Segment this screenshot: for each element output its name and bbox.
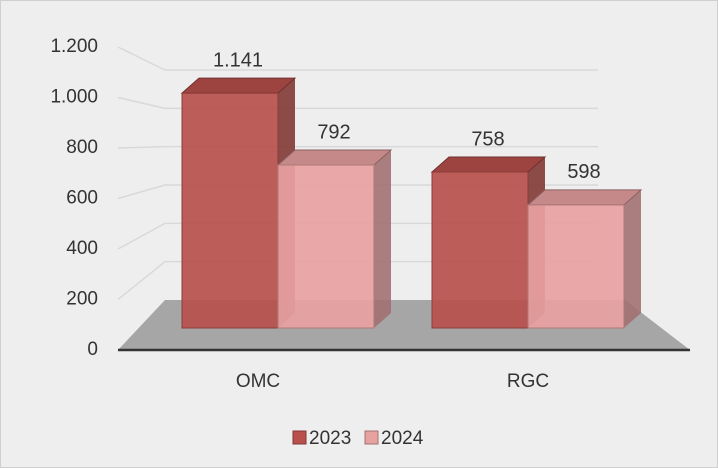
data-label: 598 — [567, 161, 600, 183]
y-tick-label: 1.000 — [50, 87, 98, 108]
x-tick-label: OMC — [236, 371, 280, 392]
data-label: 1.141 — [213, 49, 263, 71]
bar — [181, 92, 279, 329]
grid-line — [117, 145, 166, 149]
y-tick-label: 400 — [66, 238, 98, 259]
grid-line — [117, 261, 166, 301]
y-tick-label: 1.200 — [50, 36, 98, 57]
y-tick-label: 200 — [66, 289, 98, 310]
y-tick-label: 600 — [66, 188, 98, 209]
legend-label: 2023 — [309, 428, 351, 449]
grid-line — [117, 184, 166, 200]
legend-swatch — [292, 430, 307, 445]
bar-side — [374, 149, 391, 328]
grid-line — [117, 96, 166, 110]
bar-side — [624, 189, 641, 328]
y-tick-label: 0 — [87, 339, 98, 360]
grid-line — [117, 46, 166, 71]
bar-top — [276, 149, 393, 166]
grid-line — [117, 222, 166, 250]
y-tick-label: 800 — [66, 137, 98, 158]
bar — [431, 171, 529, 329]
data-label: 792 — [317, 121, 350, 143]
bar-top — [526, 189, 643, 206]
bar — [277, 164, 375, 329]
x-tick-label: RGC — [507, 371, 549, 392]
data-label: 758 — [471, 128, 504, 150]
bar-top — [180, 77, 297, 94]
bar-top — [430, 156, 547, 173]
bar — [527, 204, 625, 329]
legend-label: 2024 — [381, 428, 424, 449]
legend-swatch — [364, 430, 379, 445]
